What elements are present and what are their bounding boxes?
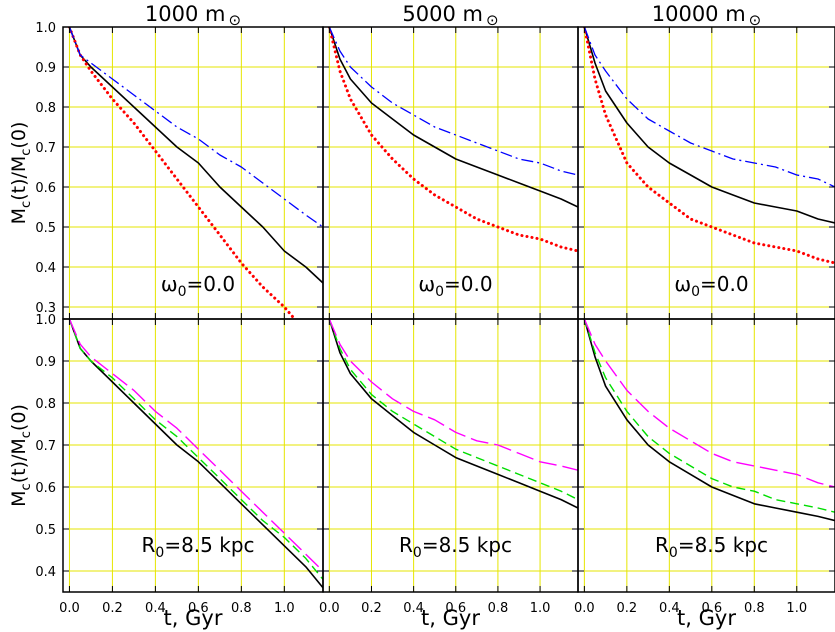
- series-solid: [68, 27, 323, 284]
- series-dotted: [67, 27, 297, 319]
- panel-annotation: ω0=0.0: [418, 272, 492, 300]
- panel-0-1: 5000 m ⊙ ω0=0.0: [322, 2, 579, 320]
- panel-1-1: 0.0 0.2 0.4 0.6 0.8 1.0 t, Gyr R0=8.5 kpc: [319, 318, 579, 630]
- y-tick-label: 0.6: [35, 481, 56, 496]
- x-tick-label: 0.4: [145, 601, 166, 616]
- y-tick-label: 1.0: [35, 21, 56, 36]
- series-solid: [583, 27, 835, 224]
- y-tick-label: 0.6: [35, 181, 56, 196]
- panel-annotation: R0=8.5 kpc: [655, 533, 768, 561]
- panel-annotation: R0=8.5 kpc: [141, 533, 254, 561]
- y-tick-label: 0.8: [35, 397, 56, 412]
- series-dotted: [327, 27, 578, 253]
- series-dashdot: [583, 27, 835, 188]
- x-tick-label: 0.8: [488, 601, 509, 616]
- x-tick-label: 0.2: [361, 601, 382, 616]
- y-tick-label: 0.8: [35, 101, 56, 116]
- panel-title: 10000 m ⊙: [652, 2, 762, 29]
- y-tick-label: 0.7: [35, 439, 56, 454]
- panel-0-0: 0.3 0.4 0.5 0.6 0.7 0.8 0.9 1.0 1000 m ⊙ ω0=0.0: [35, 2, 324, 320]
- x-tick-label: 0.6: [445, 601, 466, 616]
- series-longdash: [583, 319, 835, 488]
- y-tick-label: 0.9: [35, 355, 56, 370]
- y-tick-label: 0.7: [35, 141, 56, 156]
- panel-annotation: ω0=0.0: [674, 272, 748, 300]
- series-solid: [328, 27, 578, 208]
- x-axis-label: t, Gyr: [164, 606, 223, 630]
- series-longdash: [328, 319, 578, 471]
- panel-annotation: R0=8.5 kpc: [399, 533, 512, 561]
- x-tick-label: 1.0: [274, 601, 295, 616]
- y-tick-label: 0.5: [35, 523, 56, 538]
- axes-frame: [577, 318, 835, 593]
- panel-1-2: 0.0 0.2 0.4 0.6 0.8 1.0 t, Gyr R0=8.5 kpc: [574, 318, 835, 630]
- x-tick-label: 0.6: [188, 601, 209, 616]
- y-axis-label: Mc(t)/Mc(0): [8, 404, 34, 507]
- x-tick-label: 1.0: [530, 601, 551, 616]
- series-solid: [68, 319, 323, 589]
- series-longdash: [68, 319, 323, 572]
- x-tick-label: 0.2: [617, 601, 638, 616]
- x-axis-label: t, Gyr: [677, 606, 736, 630]
- panel-1-0: 0.4 0.5 0.6 0.7 0.8 0.9 1.0 0.0 0.2 0.4 0.6 0.8 1.0 t…: [35, 313, 324, 630]
- y-tick-label: 0.9: [35, 61, 56, 76]
- y-tick-label: 0.5: [35, 221, 56, 236]
- x-tick-label: 0.0: [574, 601, 595, 616]
- series-dashdot: [68, 27, 323, 228]
- x-tick-label: 0.8: [231, 601, 252, 616]
- series-dashdot: [328, 27, 578, 176]
- series-shortdash: [583, 319, 835, 513]
- x-axis-label: t, Gyr: [421, 606, 480, 630]
- series-solid: [328, 319, 578, 509]
- x-tick-label: 0.0: [59, 601, 80, 616]
- panel-0-2: 10000 m ⊙ ω0=0.0: [577, 2, 835, 320]
- series-dotted: [582, 27, 835, 265]
- x-tick-label: 0.2: [102, 601, 123, 616]
- series-shortdash: [328, 319, 578, 501]
- x-tick-label: 1.0: [786, 601, 807, 616]
- panel-annotation: ω0=0.0: [161, 272, 235, 300]
- x-tick-label: 0.8: [744, 601, 765, 616]
- y-tick-label: 0.4: [35, 565, 56, 580]
- panel-title: 1000 m ⊙: [145, 2, 241, 29]
- panel-title: 5000 m ⊙: [402, 2, 498, 29]
- y-tick-label: 1.0: [35, 313, 56, 328]
- x-tick-label: 0.0: [319, 601, 340, 616]
- series-solid: [583, 319, 835, 522]
- x-tick-label: 0.4: [403, 601, 424, 616]
- x-tick-label: 0.4: [659, 601, 680, 616]
- y-tick-label: 0.4: [35, 261, 56, 276]
- y-axis-label: Mc(t)/Mc(0): [8, 122, 34, 225]
- y-tick-label: 0.3: [35, 301, 56, 316]
- x-tick-label: 0.6: [701, 601, 722, 616]
